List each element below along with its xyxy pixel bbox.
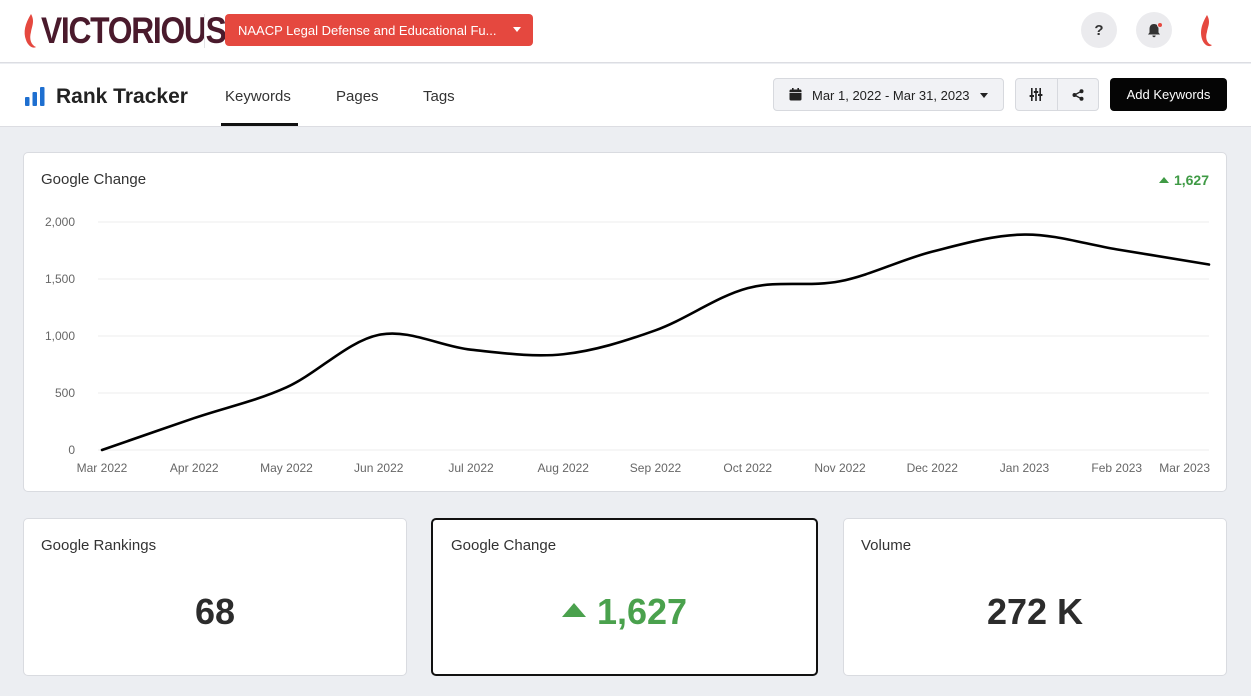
- share-icon: [1072, 88, 1084, 101]
- line-chart: 0 500 1,000 1,500 2,000 Mar 2022 Apr 2022 May 2…: [45, 215, 1211, 475]
- x-tick-label: Oct 2022: [723, 461, 772, 475]
- page-title: Rank Tracker: [56, 85, 188, 108]
- x-tick-label: May 2022: [260, 461, 313, 475]
- x-tick-label: Sep 2022: [630, 461, 682, 475]
- question-icon: ?: [1094, 21, 1104, 39]
- share-button[interactable]: [1056, 79, 1098, 110]
- chevron-down-icon: [980, 93, 988, 98]
- x-tick-label: Jan 2023: [1000, 461, 1050, 475]
- add-keywords-button[interactable]: Add Keywords: [1110, 78, 1227, 111]
- y-tick-label: 2,000: [45, 215, 75, 229]
- chart-title: Google Change: [41, 171, 147, 188]
- x-tick-label: Nov 2022: [814, 461, 866, 475]
- x-tick-label: Aug 2022: [538, 461, 590, 475]
- stat-value-wrap: 1,627: [433, 591, 816, 633]
- topbar-divider: [204, 14, 205, 48]
- bar-chart-icon: [25, 87, 45, 106]
- active-tab-indicator: [221, 123, 298, 126]
- x-tick-label: Jul 2022: [448, 461, 494, 475]
- brand-logo[interactable]: VICTORIOUS: [22, 12, 256, 50]
- x-tick-label: Mar 2023: [1159, 461, 1210, 475]
- y-tick-label: 1,500: [45, 272, 75, 286]
- x-tick-label: Dec 2022: [907, 461, 959, 475]
- top-bar: [0, 0, 1251, 63]
- date-range-picker[interactable]: Mar 1, 2022 - Mar 31, 2023: [773, 78, 1004, 111]
- volume-card[interactable]: Volume 272 K: [843, 518, 1227, 676]
- brand-name: VICTORIOUS: [41, 10, 227, 51]
- arrow-up-icon: [1158, 177, 1169, 183]
- help-button[interactable]: ?: [1081, 12, 1117, 48]
- google-change-chart-card: Google Change 1,627 0 500 1,000 1,500 2,000 M…: [23, 152, 1227, 492]
- stat-value: 272 K: [986, 591, 1084, 632]
- series-line: [100, 233, 1211, 452]
- sliders-icon: [1030, 88, 1043, 101]
- google-change-card[interactable]: Google Change 1,627: [431, 518, 818, 676]
- chart-change-badge: 1,627: [1158, 172, 1209, 188]
- stat-value: 68: [194, 591, 236, 632]
- x-tick-label: Mar 2022: [77, 461, 128, 475]
- stat-title: Volume: [861, 537, 912, 554]
- calendar-icon: [789, 88, 802, 101]
- y-tick-label: 0: [68, 443, 75, 457]
- arrow-up-icon: [561, 603, 586, 617]
- tab-pages[interactable]: Pages: [336, 88, 379, 105]
- notification-dot: [1157, 22, 1163, 28]
- client-select-dropdown[interactable]: NAACP Legal Defense and Educational Fu..…: [225, 14, 533, 46]
- chart-change-value: 1,627: [1173, 172, 1209, 188]
- notifications-button[interactable]: [1136, 12, 1172, 48]
- chevron-down-icon: [513, 27, 521, 32]
- y-tick-label: 500: [55, 386, 75, 400]
- filter-settings-button[interactable]: [1016, 79, 1057, 110]
- y-tick-label: 1,000: [45, 329, 75, 343]
- x-tick-label: Feb 2023: [1091, 461, 1142, 475]
- google-rankings-card[interactable]: Google Rankings 68: [23, 518, 407, 676]
- x-tick-label: Apr 2022: [170, 461, 219, 475]
- stat-title: Google Change: [451, 537, 557, 554]
- stat-title: Google Rankings: [41, 537, 157, 554]
- client-select-label: NAACP Legal Defense and Educational Fu..…: [238, 22, 497, 38]
- flame-icon[interactable]: [1199, 14, 1215, 48]
- tab-tags[interactable]: Tags: [423, 88, 455, 105]
- stat-value: 1,627: [596, 591, 688, 632]
- tab-keywords[interactable]: Keywords: [225, 88, 291, 105]
- date-range-label: Mar 1, 2022 - Mar 31, 2023: [812, 88, 970, 103]
- flame-logo-icon: [24, 14, 36, 48]
- x-tick-label: Jun 2022: [354, 461, 404, 475]
- toolbar-icon-group: [1015, 78, 1099, 111]
